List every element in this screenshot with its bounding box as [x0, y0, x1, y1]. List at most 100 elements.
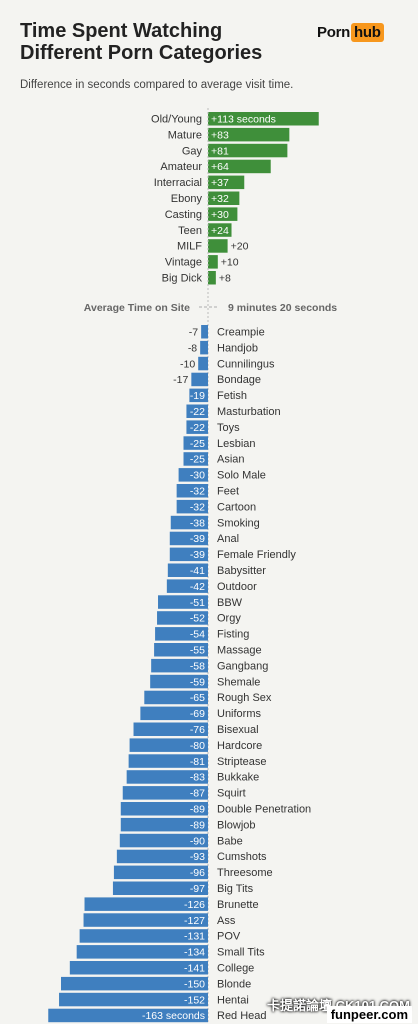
- category-label: Bukkake: [217, 772, 259, 784]
- value-label: -163 seconds: [142, 1010, 205, 1022]
- value-label: -126: [184, 899, 205, 911]
- category-label: Bondage: [217, 374, 261, 386]
- bar-positive: [208, 239, 228, 253]
- bar-positive: [208, 175, 245, 190]
- category-label: Brunette: [217, 899, 259, 911]
- value-label: -134: [184, 947, 205, 959]
- bar-negative: [166, 579, 208, 593]
- chart-subtitle: Difference in seconds compared to averag…: [20, 79, 294, 91]
- bar-positive: [208, 223, 232, 237]
- value-label: -19: [190, 390, 205, 402]
- bar-positive: [208, 207, 238, 221]
- value-label: +24: [211, 225, 229, 237]
- title-line-1: Time Spent Watching: [20, 20, 223, 42]
- bar-negative: [183, 452, 208, 466]
- value-label: -32: [190, 501, 205, 513]
- bar-negative: [189, 388, 208, 403]
- value-label: +64: [211, 161, 229, 173]
- category-label: Anal: [217, 533, 239, 545]
- category-label: Uniforms: [217, 708, 262, 720]
- baseline-label: Average Time on Site: [84, 302, 190, 314]
- category-label: Fisting: [217, 629, 249, 641]
- category-label: Cumshots: [217, 851, 267, 863]
- category-label: Babysitter: [217, 565, 266, 577]
- value-label: -25: [190, 438, 205, 450]
- value-label: -41: [190, 565, 205, 577]
- category-label: Massage: [217, 645, 262, 657]
- category-label: Rough Sex: [217, 692, 272, 704]
- title-line-2: Different Porn Categories: [20, 42, 263, 64]
- value-label: -51: [190, 597, 205, 609]
- value-label: +81: [211, 145, 229, 157]
- bar-negative: [120, 817, 208, 832]
- bar-negative: [157, 611, 208, 625]
- bar-negative: [112, 881, 208, 895]
- bar-negative: [113, 865, 208, 880]
- category-label: Ebony: [171, 193, 203, 205]
- value-label: -89: [190, 819, 205, 831]
- bar-negative: [129, 738, 208, 752]
- value-label: -65: [190, 692, 205, 704]
- value-label: -22: [190, 406, 205, 418]
- bar-negative: [186, 404, 208, 418]
- category-label: Mature: [168, 129, 202, 141]
- category-label: Masturbation: [217, 406, 281, 418]
- logo-text-porn: Porn: [317, 23, 350, 41]
- value-label: -22: [190, 422, 205, 434]
- value-label: -90: [190, 835, 205, 847]
- value-label: -96: [190, 867, 205, 879]
- category-label: Babe: [217, 835, 243, 847]
- bar-negative: [61, 976, 208, 991]
- value-label: -87: [190, 788, 205, 800]
- value-label: -127: [184, 915, 205, 927]
- category-label: Casting: [165, 209, 202, 221]
- category-label: Outdoor: [217, 581, 257, 593]
- value-label: -39: [190, 533, 205, 545]
- value-label: -54: [190, 629, 205, 641]
- category-label: Double Penetration: [217, 804, 311, 816]
- category-label: Teen: [178, 225, 202, 237]
- value-label: -7: [189, 327, 198, 339]
- bar-negative: [79, 929, 209, 943]
- category-label: Big Dick: [162, 273, 203, 285]
- value-label: +20: [231, 241, 249, 253]
- bar-negative: [186, 420, 208, 434]
- category-label: Hentai: [217, 994, 249, 1006]
- bar-negative: [126, 770, 208, 784]
- bar-negative: [119, 833, 208, 848]
- bar-negative: [140, 706, 208, 721]
- value-label: -58: [190, 660, 205, 672]
- value-label: -81: [190, 756, 205, 768]
- value-label: +8: [219, 273, 231, 285]
- category-label: Ass: [217, 915, 236, 927]
- bar-negative: [120, 802, 208, 816]
- pornhub-logo: Porn hub: [317, 22, 384, 42]
- bar-negative: [133, 722, 208, 736]
- bar-positive: [208, 127, 290, 142]
- category-label: Asian: [217, 454, 245, 466]
- category-label: Threesome: [217, 867, 273, 879]
- bar-negative: [128, 754, 208, 768]
- bar-negative: [201, 325, 208, 339]
- value-label: -10: [180, 358, 195, 370]
- bar-negative: [169, 531, 208, 546]
- bar-negative: [122, 786, 208, 800]
- category-label: Big Tits: [217, 883, 254, 895]
- value-label: +10: [221, 257, 239, 269]
- value-label: -83: [190, 772, 205, 784]
- value-label: +113 seconds: [211, 114, 276, 126]
- logo-text-hub: hub: [350, 22, 384, 42]
- bar-negative: [176, 499, 208, 514]
- category-label: Female Friendly: [217, 549, 296, 561]
- category-label: BBW: [217, 597, 243, 609]
- value-label: +32: [211, 193, 229, 205]
- category-label: Shemale: [217, 676, 260, 688]
- value-label: -17: [173, 374, 188, 386]
- bar-negative: [178, 468, 208, 482]
- category-label: Cartoon: [217, 501, 256, 513]
- category-label: Gangbang: [217, 660, 268, 672]
- category-label: Creampie: [217, 327, 265, 339]
- bar-negative: [167, 563, 208, 577]
- value-label: -76: [190, 724, 205, 736]
- category-label: Red Head: [217, 1010, 267, 1022]
